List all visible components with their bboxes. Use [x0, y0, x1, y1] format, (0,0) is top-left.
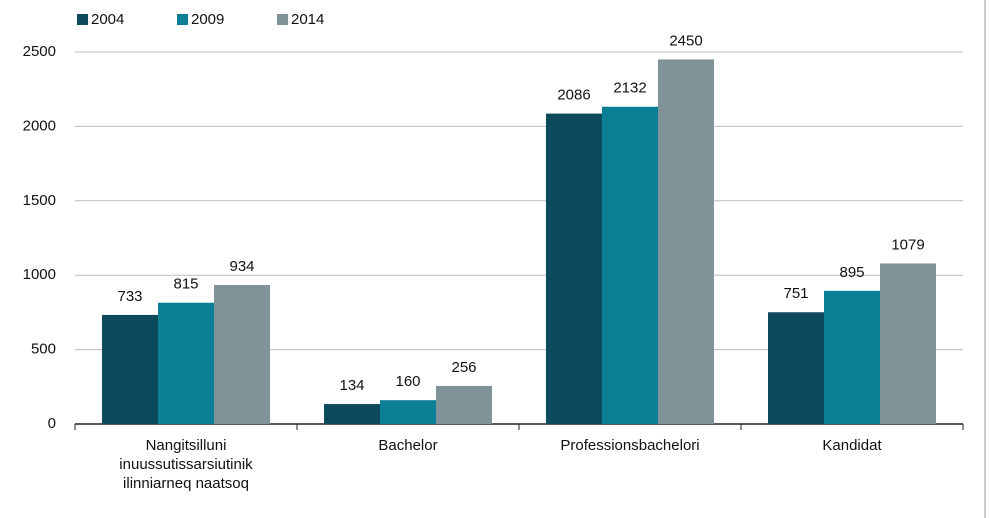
y-tick-label: 0	[48, 415, 56, 432]
bar	[102, 314, 158, 424]
legend-swatch	[77, 14, 88, 25]
value-label: 2132	[613, 80, 646, 97]
bar	[546, 113, 602, 424]
bar	[380, 400, 436, 424]
bar	[880, 263, 936, 424]
bar	[768, 312, 824, 424]
legend-label: 2014	[291, 11, 324, 28]
y-tick-label: 1500	[23, 192, 56, 209]
y-tick-label: 2500	[23, 43, 56, 60]
y-tick-label: 2000	[23, 117, 56, 134]
legend-label: 2004	[91, 11, 124, 28]
x-tick-label: Nangitsilluni inuussutissarsiutinik ilin…	[119, 437, 253, 492]
legend-swatch	[277, 14, 288, 25]
value-label: 2086	[557, 87, 590, 104]
legend-swatch	[177, 14, 188, 25]
legend-label: 2009	[191, 11, 224, 28]
bar	[158, 302, 214, 424]
value-label: 733	[117, 288, 142, 305]
value-label: 256	[451, 359, 476, 376]
bar	[824, 290, 880, 424]
value-label: 895	[839, 264, 864, 281]
bar	[602, 106, 658, 425]
y-tick-label: 1000	[23, 266, 56, 283]
value-label: 160	[395, 373, 420, 390]
value-label: 751	[783, 285, 808, 302]
y-tick-label: 500	[31, 341, 56, 358]
value-label: 2450	[669, 32, 702, 49]
bar	[436, 385, 492, 424]
value-label: 815	[173, 276, 198, 293]
x-tick-label: Bachelor	[378, 437, 438, 454]
value-label: 934	[229, 258, 254, 275]
bar	[658, 59, 714, 424]
value-label: 134	[339, 377, 364, 394]
bar	[214, 285, 270, 424]
x-tick-label: Kandidat	[822, 437, 882, 454]
bar	[324, 404, 380, 424]
x-tick-label: Professionsbachelori	[560, 437, 700, 454]
value-label: 1079	[891, 236, 924, 253]
